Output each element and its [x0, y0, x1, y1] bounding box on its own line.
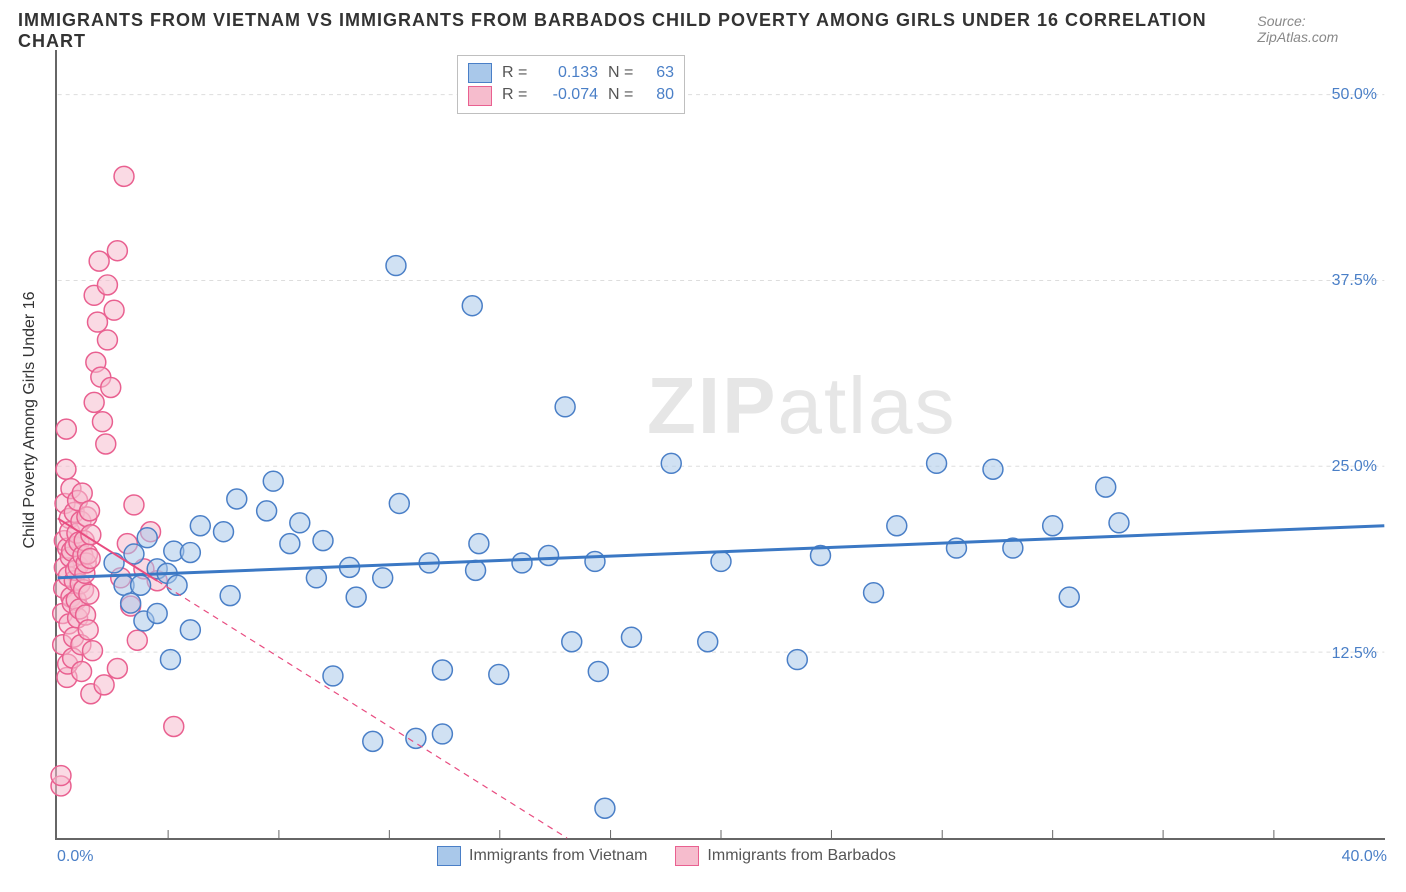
r-label: R =: [502, 84, 528, 106]
source-attribution: Source: ZipAtlas.com: [1257, 13, 1388, 45]
swatch-blue: [468, 63, 492, 83]
x-tick-label: 40.0%: [1342, 848, 1387, 866]
y-axis-label: Child Poverty Among Girls Under 16: [21, 292, 39, 549]
plot-area: ZIPatlas R = 0.133 N = 63 R = -0.074 N =…: [55, 50, 1385, 840]
plot-svg: [57, 50, 1385, 838]
r-label: R =: [502, 62, 528, 84]
swatch-pink: [468, 86, 492, 106]
stats-row-blue: R = 0.133 N = 63: [468, 62, 674, 84]
legend-item-blue: Immigrants from Vietnam: [437, 846, 647, 866]
n-value-pink: 80: [644, 84, 674, 106]
stats-row-pink: R = -0.074 N = 80: [468, 84, 674, 106]
legend-item-pink: Immigrants from Barbados: [675, 846, 896, 866]
chart-title: IMMIGRANTS FROM VIETNAM VS IMMIGRANTS FR…: [18, 10, 1257, 52]
legend-bottom: Immigrants from Vietnam Immigrants from …: [437, 846, 896, 866]
r-value-blue: 0.133: [538, 62, 598, 84]
stats-box: R = 0.133 N = 63 R = -0.074 N = 80: [457, 55, 685, 114]
r-value-pink: -0.074: [538, 84, 598, 106]
legend-swatch-pink: [675, 846, 699, 866]
y-tick-label: 12.5%: [1332, 645, 1377, 663]
n-label: N =: [608, 84, 634, 106]
y-tick-label: 25.0%: [1332, 458, 1377, 476]
x-tick-label: 0.0%: [57, 848, 93, 866]
n-value-blue: 63: [644, 62, 674, 84]
legend-label-pink: Immigrants from Barbados: [707, 847, 896, 865]
legend-swatch-blue: [437, 846, 461, 866]
y-tick-label: 50.0%: [1332, 86, 1377, 104]
legend-label-blue: Immigrants from Vietnam: [469, 847, 647, 865]
y-tick-label: 37.5%: [1332, 272, 1377, 290]
n-label: N =: [608, 62, 634, 84]
